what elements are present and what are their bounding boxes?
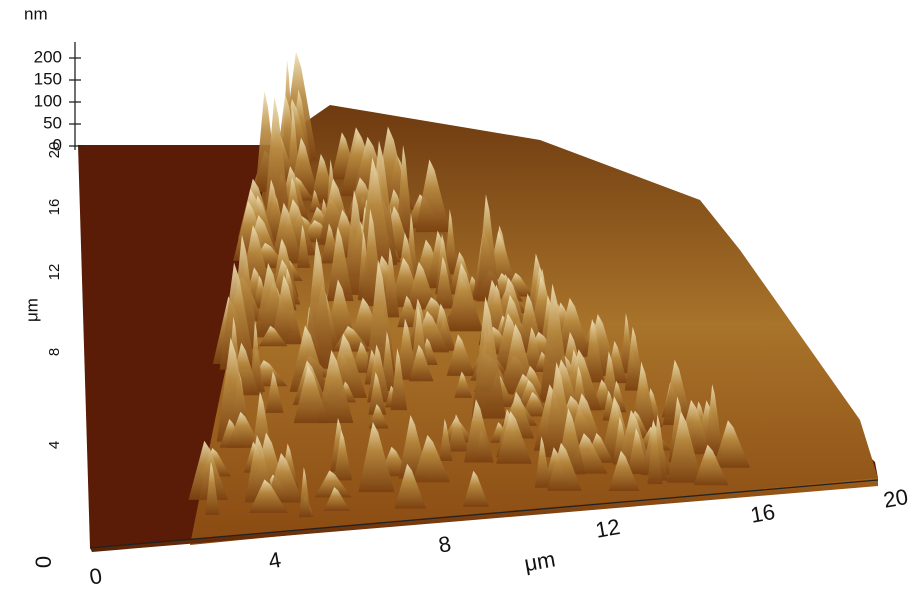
- y-tick-label: 4: [46, 441, 63, 449]
- z-tick-label: 150: [34, 69, 62, 88]
- y-axis-label: μm: [22, 298, 41, 322]
- x-tick-label: 16: [748, 499, 776, 528]
- x-tick-label: 20: [881, 484, 909, 513]
- z-axis-unit: nm: [24, 4, 48, 23]
- page: {"z_axis": {"unit": "nm", "ticks": [200,…: [0, 0, 918, 592]
- y-tick-label: 16: [46, 199, 63, 216]
- afm-3d-view: nm 200150100500048121620μm048121620μm: [0, 0, 918, 592]
- z-tick-label: 100: [34, 91, 62, 110]
- z-tick-label: 50: [43, 113, 62, 132]
- x-tick-label: 12: [593, 514, 621, 543]
- x-tick-label: 8: [437, 531, 453, 558]
- y-tick-label: 20: [46, 142, 63, 159]
- x-axis-label: μm: [522, 546, 557, 576]
- x-tick-label: 4: [267, 547, 283, 574]
- z-tick-label: 200: [34, 47, 62, 66]
- y-tick-label: 8: [46, 348, 63, 356]
- x-tick-label: 0: [88, 563, 104, 590]
- y-tick-label: 12: [46, 264, 63, 281]
- y-tick-label: 0: [31, 556, 56, 568]
- body: nm 200150100500048121620μm048121620μm ((…: [0, 0, 918, 592]
